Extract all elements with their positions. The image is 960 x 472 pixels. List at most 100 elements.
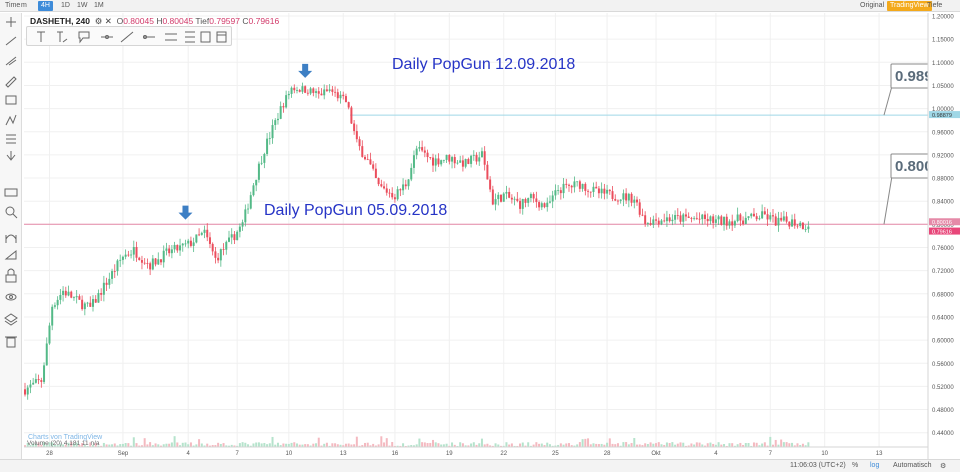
volume-bar	[296, 443, 298, 447]
volume-bar	[671, 442, 674, 447]
auto-scale-button[interactable]: Automatisch	[893, 462, 932, 469]
volume-bar	[113, 443, 116, 447]
volume-bar	[94, 442, 97, 447]
price-range-icon[interactable]	[200, 31, 211, 43]
candle-body	[263, 153, 266, 163]
volume-bar	[410, 445, 413, 447]
volume-bar	[70, 442, 73, 447]
volume-bar	[249, 445, 252, 447]
volume-bar	[32, 443, 35, 447]
horizontal-line-icon[interactable]	[101, 35, 113, 39]
candle-body	[140, 260, 143, 263]
interval-1w-button[interactable]: 1W	[77, 2, 88, 9]
price-marker-label: 0.98879	[932, 113, 952, 119]
parallel-channel-icon[interactable]	[165, 33, 177, 41]
candle-body	[154, 258, 157, 265]
brush-icon[interactable]	[5, 76, 17, 88]
note-tool-icon[interactable]	[57, 31, 68, 43]
volume-bar	[276, 442, 279, 447]
text-tool-icon[interactable]	[37, 31, 45, 42]
tradingview-brand-button[interactable]: TradingView	[887, 1, 932, 11]
open-value: 0.80045	[123, 16, 154, 26]
candle-body	[704, 214, 706, 219]
interval-4h-button[interactable]: 4H	[38, 1, 53, 11]
price-tick-label: 0.96000	[932, 130, 954, 136]
candle-body	[584, 183, 587, 191]
layers-icon[interactable]	[4, 313, 18, 326]
candle-body	[714, 219, 717, 223]
magnet-icon[interactable]	[5, 234, 17, 243]
volume-bar	[282, 443, 285, 447]
candle-body	[633, 199, 636, 203]
candle-body	[426, 152, 429, 158]
price-tick-label: 0.56000	[932, 362, 954, 368]
interval-1d-button[interactable]: 1D	[61, 2, 70, 9]
date-range-icon[interactable]	[216, 31, 227, 43]
volume-bar	[48, 442, 51, 447]
candle-body	[377, 178, 380, 185]
volume-bar	[709, 442, 712, 447]
candle-body	[603, 188, 606, 194]
eye-icon[interactable]	[5, 293, 17, 301]
ruler-icon[interactable]	[4, 188, 18, 197]
rectangle-icon[interactable]	[5, 95, 17, 105]
fib-icon[interactable]	[6, 134, 16, 144]
crosshair-icon[interactable]	[6, 17, 16, 27]
volume-bar	[589, 444, 592, 447]
minute-interval-button[interactable]: m	[21, 2, 27, 9]
volume-bar	[500, 445, 502, 447]
popgun-top-annotation[interactable]: Daily PopGun 12.09.2018	[392, 56, 576, 73]
trash-icon[interactable]	[5, 336, 17, 348]
candle-body	[385, 188, 388, 193]
pattern-icon[interactable]	[5, 114, 17, 126]
percent-scale-button[interactable]: %	[852, 462, 859, 469]
lock-icon[interactable]	[5, 268, 17, 283]
log-scale-button[interactable]: log	[870, 462, 880, 469]
stay-drawing-icon[interactable]	[4, 249, 17, 260]
fib-retracement-icon[interactable]	[185, 31, 195, 43]
interval-1m-button[interactable]: 1M	[94, 2, 104, 9]
volume-bar	[548, 444, 551, 447]
candle-body	[491, 189, 494, 205]
time-tick-label: Okt	[651, 451, 661, 457]
ray-tool-icon[interactable]	[120, 31, 134, 43]
candle-body	[43, 365, 46, 382]
candle-body	[606, 189, 609, 194]
volume-bar	[532, 444, 535, 447]
symbol-name[interactable]: DASHETH, 240	[30, 16, 90, 26]
candle-body	[587, 190, 590, 192]
original-view-button[interactable]: Original	[860, 2, 885, 9]
zoom-icon[interactable]	[5, 206, 18, 219]
candle-body	[211, 243, 214, 252]
volume-bar	[268, 443, 271, 447]
price-marker-label: 0.80016	[932, 220, 952, 226]
candle-body	[24, 389, 26, 395]
callout-tool-icon[interactable]	[78, 31, 90, 44]
volume-bar	[502, 445, 505, 447]
candle-body	[222, 249, 225, 250]
candle-body	[45, 343, 48, 366]
pitchfork-icon[interactable]	[5, 56, 17, 66]
time-tick-label: 13	[340, 451, 347, 457]
volume-bar	[72, 443, 75, 447]
price-tick-label: 1.05000	[932, 84, 954, 90]
horizontal-ray-icon[interactable]	[143, 35, 155, 39]
arrow-down-icon[interactable]	[6, 151, 16, 161]
tradingview-watermark[interactable]: Charts von TradingView	[28, 434, 103, 441]
volume-bar	[317, 437, 320, 447]
volume-bar	[478, 443, 481, 447]
volume-bar	[415, 444, 418, 447]
depth-view-button[interactable]: Tiefe	[927, 2, 943, 9]
popgun-bottom-annotation[interactable]: Daily PopGun 05.09.2018	[264, 202, 448, 219]
trend-line-icon[interactable]	[5, 36, 17, 46]
volume-bar	[263, 442, 266, 447]
symbol-icons[interactable]: ⚙ ✕	[94, 16, 112, 26]
settings-gear-icon[interactable]: ⚙	[940, 463, 947, 470]
volume-bar	[380, 436, 383, 447]
candle-body	[456, 162, 459, 164]
volume-bar	[385, 438, 388, 447]
candle-body	[217, 257, 220, 261]
candle-body	[83, 303, 86, 310]
volume-bar	[181, 442, 184, 447]
